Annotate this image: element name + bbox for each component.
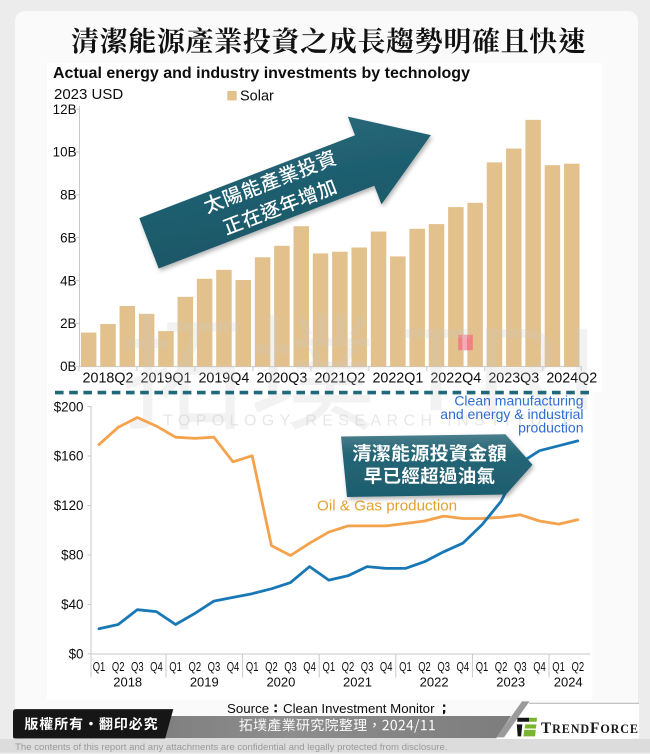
svg-text:Q2: Q2 bbox=[495, 659, 508, 674]
svg-text:Q4: Q4 bbox=[457, 659, 470, 674]
svg-text:2B: 2B bbox=[60, 316, 76, 331]
svg-text:Q4: Q4 bbox=[380, 659, 393, 674]
svg-text:2019: 2019 bbox=[190, 675, 219, 690]
svg-text:2020: 2020 bbox=[266, 675, 295, 690]
svg-text:$40: $40 bbox=[61, 597, 83, 612]
svg-text:2019Q4: 2019Q4 bbox=[198, 371, 249, 387]
svg-text:12B: 12B bbox=[53, 102, 77, 117]
svg-text:Q2: Q2 bbox=[112, 659, 125, 674]
svg-text:and energy & industrial: and energy & industrial bbox=[440, 406, 583, 422]
svg-text:Source: Source bbox=[227, 701, 269, 716]
svg-text:production: production bbox=[518, 420, 583, 436]
svg-text:2023: 2023 bbox=[496, 675, 525, 690]
svg-text:6B: 6B bbox=[60, 230, 76, 245]
svg-text:Actual energy and industry inv: Actual energy and industry investments b… bbox=[53, 65, 470, 82]
svg-text:Q2: Q2 bbox=[572, 659, 585, 674]
svg-text:2022Q1: 2022Q1 bbox=[372, 371, 423, 387]
svg-text:2024: 2024 bbox=[554, 675, 583, 690]
svg-text:Q1: Q1 bbox=[552, 659, 565, 674]
svg-text:0B: 0B bbox=[60, 359, 76, 374]
svg-text:$120: $120 bbox=[54, 498, 84, 513]
svg-text:Q3: Q3 bbox=[437, 659, 450, 674]
svg-text:Q1: Q1 bbox=[476, 659, 489, 674]
svg-text:Q3: Q3 bbox=[514, 659, 527, 674]
svg-text:Q3: Q3 bbox=[284, 659, 297, 674]
svg-text:2018: 2018 bbox=[113, 675, 142, 690]
svg-text:2021: 2021 bbox=[343, 675, 372, 690]
svg-text:TRI: TRI bbox=[400, 304, 602, 436]
svg-text:2022Q4: 2022Q4 bbox=[430, 371, 481, 387]
svg-text:2020Q3: 2020Q3 bbox=[256, 371, 307, 387]
svg-text:The contents of this report an: The contents of this report and any atta… bbox=[15, 742, 448, 753]
svg-text:TRENDFORCE: TRENDFORCE bbox=[541, 720, 639, 737]
svg-text:Q1: Q1 bbox=[246, 659, 259, 674]
svg-text:Q2: Q2 bbox=[418, 659, 431, 674]
svg-text:Q2: Q2 bbox=[189, 659, 202, 674]
svg-text:Q4: Q4 bbox=[227, 659, 240, 674]
svg-text:2023Q3: 2023Q3 bbox=[488, 371, 539, 387]
svg-text:2023 USD: 2023 USD bbox=[54, 86, 123, 103]
svg-text:2021Q2: 2021Q2 bbox=[314, 371, 365, 387]
svg-text:$80: $80 bbox=[61, 548, 83, 563]
svg-text:8B: 8B bbox=[60, 188, 76, 203]
svg-text:Q3: Q3 bbox=[208, 659, 221, 674]
svg-text:Q3: Q3 bbox=[361, 659, 374, 674]
svg-text:Clean Investment Monitor: Clean Investment Monitor bbox=[283, 701, 435, 716]
svg-text:Q4: Q4 bbox=[303, 659, 316, 674]
svg-text:Q2: Q2 bbox=[265, 659, 278, 674]
svg-text:4B: 4B bbox=[60, 273, 76, 288]
svg-text:TOPOLOGY RESEARCH INSTITUTE: TOPOLOGY RESEARCH INSTITUTE bbox=[163, 413, 578, 430]
svg-text:Q1: Q1 bbox=[399, 659, 412, 674]
svg-text:Q4: Q4 bbox=[533, 659, 546, 674]
svg-text:Oil & Gas production: Oil & Gas production bbox=[317, 498, 457, 515]
svg-text:Clean manufacturing: Clean manufacturing bbox=[454, 393, 583, 409]
svg-text:Q4: Q4 bbox=[150, 659, 163, 674]
svg-text:10B: 10B bbox=[53, 145, 77, 160]
svg-text:2019Q1: 2019Q1 bbox=[141, 371, 192, 387]
svg-text:2018Q2: 2018Q2 bbox=[83, 371, 134, 387]
svg-text:$160: $160 bbox=[54, 449, 84, 464]
svg-text:$200: $200 bbox=[54, 399, 84, 414]
svg-text:2024Q2: 2024Q2 bbox=[546, 371, 597, 387]
svg-text:Q1: Q1 bbox=[323, 659, 336, 674]
svg-text:Q3: Q3 bbox=[131, 659, 144, 674]
svg-text:$0: $0 bbox=[69, 647, 84, 662]
svg-text:Q2: Q2 bbox=[342, 659, 355, 674]
svg-text:Q1: Q1 bbox=[93, 659, 106, 674]
svg-text:Q1: Q1 bbox=[169, 659, 182, 674]
svg-text:2022: 2022 bbox=[420, 675, 449, 690]
svg-text:Solar: Solar bbox=[240, 88, 274, 104]
